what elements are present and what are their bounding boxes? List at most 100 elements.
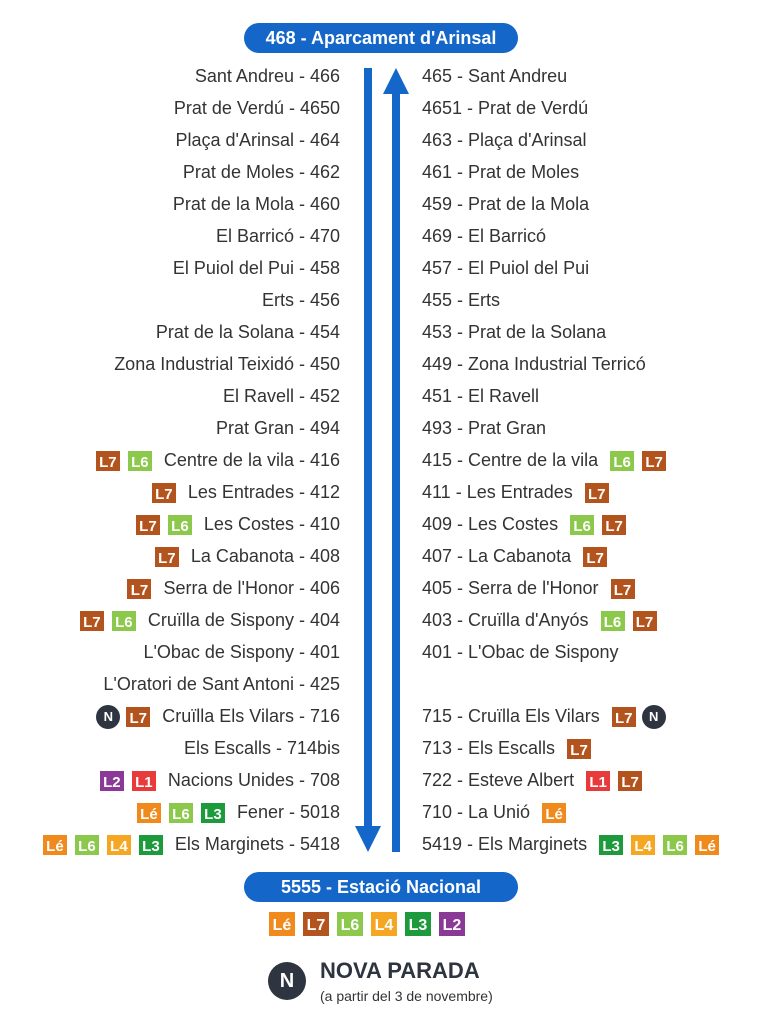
stop-row: 463 - Plaça d'Arinsal (422, 128, 587, 152)
stop-name: 405 - Serra de l'Honor (422, 578, 599, 598)
down-arrow-icon (355, 826, 381, 852)
stop-row: L2 L1 Nacions Unides - 708 (97, 768, 340, 794)
stop-row: 449 - Zona Industrial Terricó (422, 352, 646, 376)
stop-name: 455 - Erts (422, 290, 501, 310)
stop-name: Centre de la vila - 416 (163, 450, 340, 470)
line-badge: L3 (403, 910, 433, 938)
stop-name: Serra de l'Honor - 406 (163, 578, 340, 598)
line-badge: Lé (40, 833, 69, 858)
stop-name: 411 - Les Entrades (422, 482, 573, 502)
line-badge: L6 (608, 449, 637, 474)
stop-row: Prat de la Solana - 454 (156, 320, 340, 344)
line-badge: L4 (629, 833, 658, 858)
stop-row: 4651 - Prat de Verdú (422, 96, 588, 120)
stop-row: El Ravell - 452 (223, 384, 340, 408)
legend-title: NOVA PARADA (320, 958, 480, 983)
stop-lines: L7 L6 (93, 449, 154, 474)
legend-subtitle: (a partir del 3 de novembre) (320, 988, 493, 1004)
stop-name: Fener - 5018 (236, 802, 340, 822)
stop-row: Sant Andreu - 466 (195, 64, 340, 88)
stop-name: Prat de Moles - 462 (182, 162, 340, 182)
stop-name: 469 - El Barricó (422, 226, 547, 246)
stop-lines: Lé (540, 801, 569, 826)
stop-name: Les Entrades - 412 (187, 482, 340, 502)
stop-name: El Puiol del Pui - 458 (172, 258, 340, 278)
stop-lines: L7 (608, 577, 637, 602)
stop-name: 449 - Zona Industrial Terricó (422, 354, 646, 374)
stop-lines: Lé L6 L4 L3 (40, 833, 165, 858)
stop-lines: L3 L4 L6 Lé (597, 833, 722, 858)
stop-row: 715 - Cruïlla Els Vilars L7 N (422, 704, 666, 730)
line-badge: L6 (661, 833, 690, 858)
stop-row: L'Obac de Sispony - 401 (143, 640, 340, 664)
stop-row: 407 - La Cabanota L7 (422, 544, 610, 570)
stop-row: L7 L6 Centre de la vila - 416 (93, 448, 340, 474)
stop-lines: L7 (125, 577, 154, 602)
stop-row: 722 - Esteve Albert L1 L7 (422, 768, 645, 794)
line-badge: L7 (600, 513, 629, 538)
stop-row: 411 - Les Entrades L7 (422, 480, 611, 506)
stop-row: Prat de Verdú - 4650 (174, 96, 340, 120)
stop-name: El Ravell - 452 (222, 386, 340, 406)
stop-row: 457 - El Puiol del Pui (422, 256, 589, 280)
stop-name: 453 - Prat de la Solana (422, 322, 607, 342)
line-badge: L3 (597, 833, 626, 858)
stop-name: Prat de la Mola - 460 (172, 194, 340, 214)
stop-row: Plaça d'Arinsal - 464 (175, 128, 340, 152)
line-badge: L4 (104, 833, 133, 858)
stop-row: 5419 - Els Marginets L3 L4 L6 Lé (422, 832, 722, 858)
line-badge: L7 (609, 705, 638, 730)
downward-direction-line (364, 68, 372, 828)
stop-name: L'Oratori de Sant Antoni - 425 (103, 674, 340, 694)
stop-lines: L1 L7 (584, 769, 645, 794)
stop-name: 5419 - Els Marginets (422, 834, 588, 854)
line-badge: L7 (152, 545, 181, 570)
stop-name: Nacions Unides - 708 (167, 770, 340, 790)
line-badge: L2 (437, 910, 467, 938)
stop-lines: L7 (149, 481, 178, 506)
stop-name: 407 - La Cabanota (422, 546, 572, 566)
stop-row: 409 - Les Costes L6 L7 (422, 512, 629, 538)
stop-name: 457 - El Puiol del Pui (422, 258, 590, 278)
line-badge: Lé (267, 910, 297, 938)
stop-name: El Barricó - 470 (215, 226, 340, 246)
line-badge: L7 (640, 449, 669, 474)
line-badge: L7 (125, 577, 154, 602)
stop-lines: L7 N (609, 705, 666, 730)
stop-name: 415 - Centre de la vila (422, 450, 599, 470)
stop-row: 401 - L'Obac de Sispony (422, 640, 619, 664)
bottom-terminal-label: 5555 - Estació Nacional (244, 872, 518, 902)
stop-row: 493 - Prat Gran (422, 416, 546, 440)
stop-name: 4651 - Prat de Verdú (422, 98, 589, 118)
stop-row: El Barricó - 470 (216, 224, 340, 248)
line-badge: L7 (124, 705, 153, 730)
stop-row: 415 - Centre de la vila L6 L7 (422, 448, 669, 474)
line-badge: L6 (166, 801, 195, 826)
stop-row: 459 - Prat de la Mola (422, 192, 589, 216)
stop-name: 493 - Prat Gran (422, 418, 547, 438)
stop-row: Prat de Moles - 462 (183, 160, 340, 184)
line-badge: L7 (301, 910, 331, 938)
stop-row: L7 L6 Les Costes - 410 (133, 512, 340, 538)
stop-name: 401 - L'Obac de Sispony (422, 642, 619, 662)
stop-name: 463 - Plaça d'Arinsal (422, 130, 587, 150)
stop-row: 453 - Prat de la Solana (422, 320, 606, 344)
stop-name: Erts - 456 (261, 290, 340, 310)
stop-row: L7 La Cabanota - 408 (152, 544, 340, 570)
stop-lines: L7 (582, 481, 611, 506)
stop-name: 722 - Esteve Albert (422, 770, 575, 790)
line-badge: L6 (568, 513, 597, 538)
new-stop-icon: N (96, 705, 121, 730)
new-stop-icon: N (641, 705, 666, 730)
line-badge: L7 (77, 609, 106, 634)
stop-lines: Lé L6 L3 (134, 801, 227, 826)
stop-name: 451 - El Ravell (422, 386, 540, 406)
line-badge: L6 (125, 449, 154, 474)
stop-name: 459 - Prat de la Mola (422, 194, 590, 214)
stop-row: Lé L6 L4 L3 Els Marginets - 5418 (40, 832, 340, 858)
line-badge: L4 (369, 910, 399, 938)
stop-name: Les Costes - 410 (203, 514, 340, 534)
stop-row: 710 - La Unió Lé (422, 800, 569, 826)
stop-row: N L7 Cruïlla Els Vilars - 716 (96, 704, 340, 730)
line-badge: L6 (598, 609, 627, 634)
